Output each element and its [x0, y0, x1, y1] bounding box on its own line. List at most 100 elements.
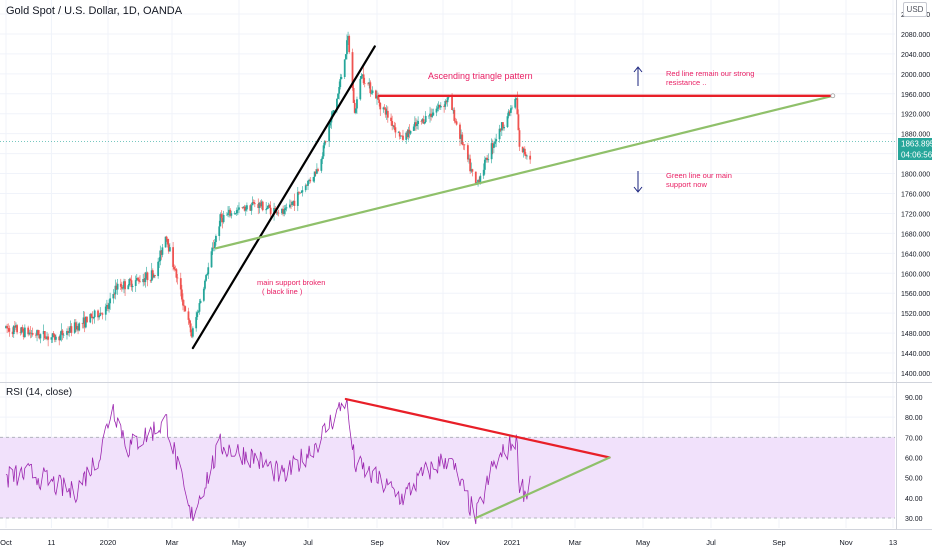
- candle-body: [6, 326, 9, 328]
- time-tick-label: Jul: [706, 538, 716, 547]
- price-tick-label: 1640.000: [901, 251, 930, 258]
- candle-body: [462, 144, 465, 145]
- candle-body: [343, 59, 346, 78]
- candle-body: [424, 115, 427, 123]
- candle-body: [228, 209, 231, 214]
- candle-body: [431, 115, 434, 117]
- candle-body: [471, 169, 474, 172]
- candle-body: [453, 109, 456, 121]
- rsi-red-line: [344, 397, 611, 459]
- candle-body: [284, 208, 287, 210]
- candle-body: [29, 332, 32, 334]
- candle-body: [42, 331, 45, 335]
- candle-body: [406, 132, 409, 138]
- candle-body: [408, 129, 411, 134]
- candle-body: [149, 280, 152, 281]
- candle-body: [363, 83, 366, 84]
- candle-body: [191, 328, 194, 337]
- candle-body: [277, 212, 280, 214]
- candle-body: [428, 115, 430, 117]
- candle-body: [361, 74, 364, 77]
- candle-body: [451, 96, 453, 110]
- candle-body: [159, 250, 162, 262]
- time-tick-label: May: [636, 538, 650, 547]
- candle-body: [313, 171, 316, 177]
- candle-body: [402, 135, 404, 140]
- candle-body: [36, 330, 38, 336]
- candle-body: [438, 104, 441, 108]
- candle-body: [461, 134, 464, 145]
- candle-body: [222, 214, 225, 223]
- candle-body: [100, 312, 103, 314]
- candle-body: [227, 213, 229, 215]
- support-note-1: Green line our main: [666, 171, 732, 180]
- candle-body: [160, 250, 163, 255]
- candle-body: [154, 275, 156, 277]
- candle-body: [323, 141, 326, 146]
- candle-body: [128, 279, 131, 286]
- candle-body: [70, 326, 73, 333]
- candle-body: [444, 100, 447, 107]
- price-tick-label: 1720.000: [901, 211, 930, 218]
- candle-body: [332, 110, 335, 113]
- candle-body: [407, 129, 410, 138]
- candle-body: [45, 338, 47, 339]
- candle-body: [122, 287, 124, 289]
- candle-body: [386, 110, 389, 118]
- time-tick-label: Nov: [436, 538, 450, 547]
- candle-body: [246, 205, 248, 210]
- candle-body: [115, 285, 118, 290]
- candle-body: [206, 274, 209, 276]
- candle-body: [521, 146, 524, 153]
- time-tick-label: 2020: [100, 538, 117, 547]
- arrows: [633, 66, 643, 193]
- candle-body: [199, 300, 202, 304]
- candle-body: [354, 108, 357, 113]
- candle-body: [23, 327, 26, 338]
- candle-body: [281, 208, 283, 214]
- candle-body: [321, 156, 324, 160]
- candle-body: [265, 209, 268, 211]
- candle-body: [351, 52, 354, 88]
- candle-body: [503, 126, 505, 129]
- candle-body: [423, 122, 426, 124]
- candle-body: [89, 314, 92, 323]
- candle-body: [97, 310, 99, 318]
- candle-body: [415, 122, 417, 126]
- candle-body: [422, 119, 425, 124]
- candle-body: [145, 272, 148, 279]
- candle-body: [86, 316, 88, 323]
- candle-body: [515, 98, 518, 99]
- candle-body: [276, 212, 279, 214]
- candle-body: [20, 327, 23, 333]
- candle-body: [15, 325, 17, 328]
- candle-body: [168, 247, 171, 252]
- candle-body: [293, 200, 296, 206]
- candle-body: [356, 99, 358, 109]
- time-tick-label: Sep: [772, 538, 785, 547]
- candle-body: [151, 270, 154, 278]
- price-tick-label: 1960.000: [901, 92, 930, 99]
- time-tick-label: 2021: [504, 538, 521, 547]
- rsi-tick-label: 50.00: [905, 476, 923, 483]
- candle-body: [443, 105, 446, 107]
- price-tick-label: 1880.000: [901, 132, 930, 139]
- candle-body: [233, 213, 236, 214]
- candle-body: [219, 214, 222, 227]
- candle-body: [267, 205, 270, 208]
- currency-badge[interactable]: USD: [903, 2, 927, 17]
- candle-body: [176, 277, 179, 279]
- candle-body: [274, 207, 277, 210]
- candle-body: [384, 108, 387, 115]
- candle-body: [413, 122, 416, 127]
- countdown: 04:06:56: [901, 151, 932, 160]
- candle-body: [22, 331, 25, 338]
- candle-body: [179, 278, 182, 290]
- candle-body: [432, 112, 435, 116]
- green-support-line: [214, 94, 834, 250]
- candle-body: [290, 204, 292, 206]
- candle-body: [69, 326, 72, 332]
- candle-body: [397, 132, 400, 133]
